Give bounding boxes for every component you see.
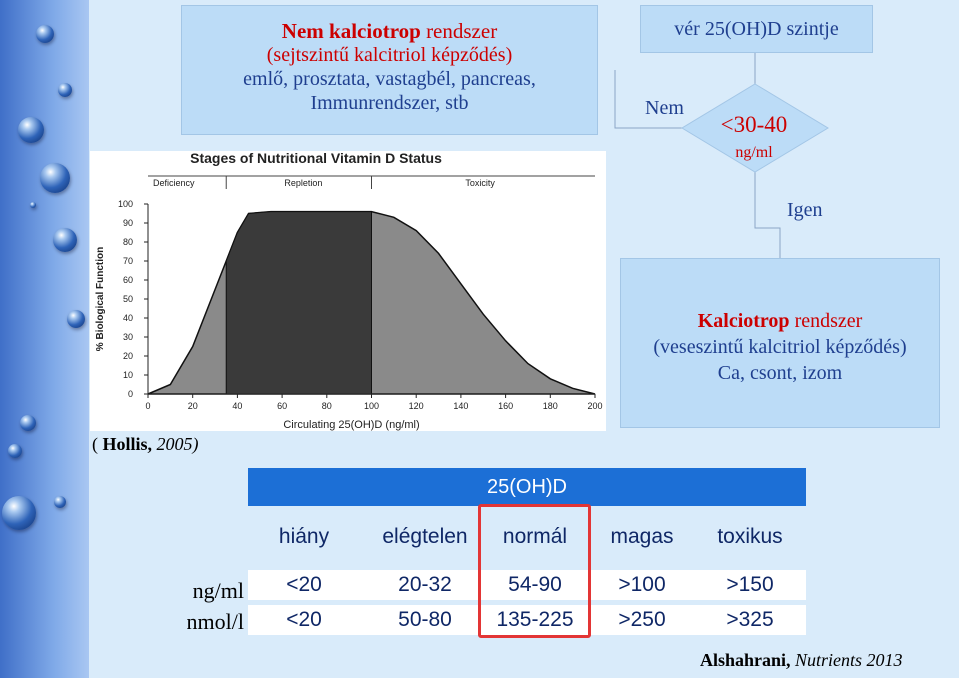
category-cell: magas [610,525,674,548]
x-tick-label: 140 [453,401,468,411]
threshold-diamond [681,83,829,173]
stage-label: Repletion [284,178,322,188]
x-tick-label: 180 [543,401,558,411]
table-cell: >100 [618,573,666,596]
bubble-decoration [58,83,72,97]
x-tick-label: 100 [364,401,379,411]
alshahrani-citation: Alshahrani, Nutrients 2013 [700,650,903,670]
y-tick-label: 40 [123,313,133,323]
bubble-decoration [8,444,22,458]
table-header: 25(OH)D [248,468,806,506]
table-row-ngml: <20 20-32 54-90 >100 >150 [248,570,806,600]
x-tick-label: 200 [587,401,602,411]
bubble-decoration [36,25,54,43]
vitamin-d-status-chart: Stages of Nutritional Vitamin D Status De… [90,150,606,431]
calciotropic-organs: Ca, csont, izom [717,362,843,384]
y-tick-label: 50 [123,294,133,304]
non-calciotropic-title: Nem kalciotrop rendszer [281,19,498,43]
x-tick-label: 120 [409,401,424,411]
bubble-decoration [67,310,85,328]
x-tick-label: 20 [188,401,198,411]
yes-label: Igen [787,199,823,221]
bubble-decoration [40,163,70,193]
x-tick-label: 0 [145,401,150,411]
y-tick-label: 80 [123,237,133,247]
table-cell: >150 [726,573,774,596]
y-tick-label: 0 [128,389,133,399]
non-calciotropic-organs: emlő, prosztata, vastagbél, pancreas, [243,68,536,90]
y-tick-label: 30 [123,332,133,342]
x-axis-label: Circulating 25(OH)D (ng/ml) [283,419,419,431]
y-tick-label: 100 [118,199,133,209]
calciotropic-title: Kalciotrop rendszer [697,310,863,332]
calciotropic-subtitle: (veseszintű kalcitriol képződés) [653,336,907,358]
table-cell: 20-32 [398,573,452,596]
bubble-decoration [18,117,44,143]
unit-ngml: ng/ml [192,578,244,603]
chart-svg: Stages of Nutritional Vitamin D Status De… [95,150,603,431]
stage-label: Deficiency [153,178,195,188]
non-calciotropic-box: Nem kalciotrop rendszer (sejtszintű kalc… [181,5,598,135]
left-stripe [0,0,89,678]
threshold-value: <30-40 [720,112,788,137]
bubble-decoration [2,496,36,530]
non-calciotropic-organs-2: Immunrendszer, stb [310,92,469,114]
table-cell: >325 [726,608,774,631]
bubble-decoration [54,496,66,508]
repletion-area [225,211,372,395]
y-tick-label: 70 [123,256,133,266]
y-tick-label: 10 [123,370,133,380]
table-cell: <20 [286,608,322,631]
category-cell: normál [502,525,568,548]
table-cell: 50-80 [398,608,452,631]
table-cell: <20 [286,573,322,596]
x-tick-label: 40 [232,401,242,411]
bubble-decoration [53,228,77,252]
unit-nmol: nmol/l [186,609,244,634]
y-tick-label: 60 [123,275,133,285]
calciotropic-box: Kalciotrop rendszer (veseszintű kalcitri… [620,258,940,428]
chart-title: Stages of Nutritional Vitamin D Status [190,151,442,166]
normal-range-highlight [478,504,591,638]
table-cell: >250 [618,608,666,631]
x-tick-label: 60 [277,401,287,411]
no-label: Nem [645,97,684,119]
category-row: hiány elégtelen normál magas toxikus [248,515,806,559]
category-cell: hiány [278,525,330,548]
table-cell: 54-90 [508,573,562,596]
bubble-decoration [20,415,36,431]
non-calciotropic-subtitle: (sejtszintű kalcitriol képződés) [266,44,513,66]
stage-label: Toxicity [465,178,495,188]
y-axis-label: % Biological Function [95,247,106,351]
threshold-unit: ng/ml [735,144,773,161]
category-cell: elégtelen [382,525,468,548]
table-row-nmol: <20 50-80 135-225 >250 >325 [248,605,806,635]
y-tick-label: 90 [123,218,133,228]
x-tick-label: 160 [498,401,513,411]
x-tick-label: 80 [322,401,332,411]
table-cell: 135-225 [496,608,574,631]
category-cell: toxikus [717,525,783,548]
hollis-citation: ( Hollis, 2005) [92,434,199,454]
serum-level-box: vér 25(OH)D szintje [640,5,873,53]
y-tick-label: 20 [123,351,133,361]
bubble-decoration [30,202,36,208]
